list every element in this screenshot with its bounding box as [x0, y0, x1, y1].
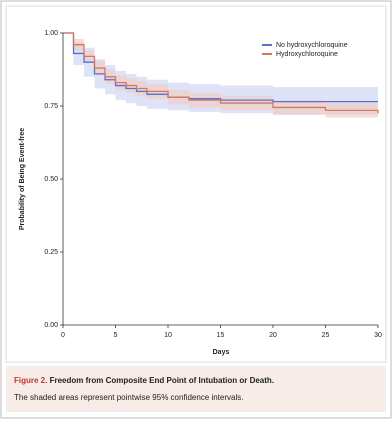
legend-label: No hydroxychloroquine: [276, 42, 348, 49]
x-tick-label: 30: [374, 332, 382, 339]
caption-line-1: Figure 2. Freedom from Composite End Poi…: [14, 376, 274, 385]
y-tick-label: 0.50: [44, 176, 58, 183]
plot-frame: [5, 5, 387, 363]
caption-title: Freedom from Composite End Point of Intu…: [50, 376, 274, 385]
caption-label: Figure 2.: [14, 376, 47, 385]
y-tick-label: 0.25: [44, 249, 58, 256]
survival-line: [63, 32, 379, 114]
y-axis-label: Probability of Being Event-free: [19, 128, 26, 230]
x-tick-label: 25: [322, 332, 330, 339]
y-tick-label: 0.75: [44, 103, 58, 110]
x-tick-label: 5: [114, 332, 118, 339]
x-tick-label: 15: [217, 332, 225, 339]
y-tick-label: 1.00: [44, 30, 58, 37]
x-tick-label: 0: [61, 332, 65, 339]
x-tick-label: 20: [269, 332, 277, 339]
caption-text: The shaded areas represent pointwise 95%…: [14, 393, 243, 402]
x-axis-label: Days: [213, 349, 230, 356]
caption-box: [6, 366, 386, 412]
y-tick-label: 0.00: [44, 322, 58, 329]
x-tick-label: 10: [164, 332, 172, 339]
legend-label: Hydroxychloroquine: [276, 51, 338, 58]
